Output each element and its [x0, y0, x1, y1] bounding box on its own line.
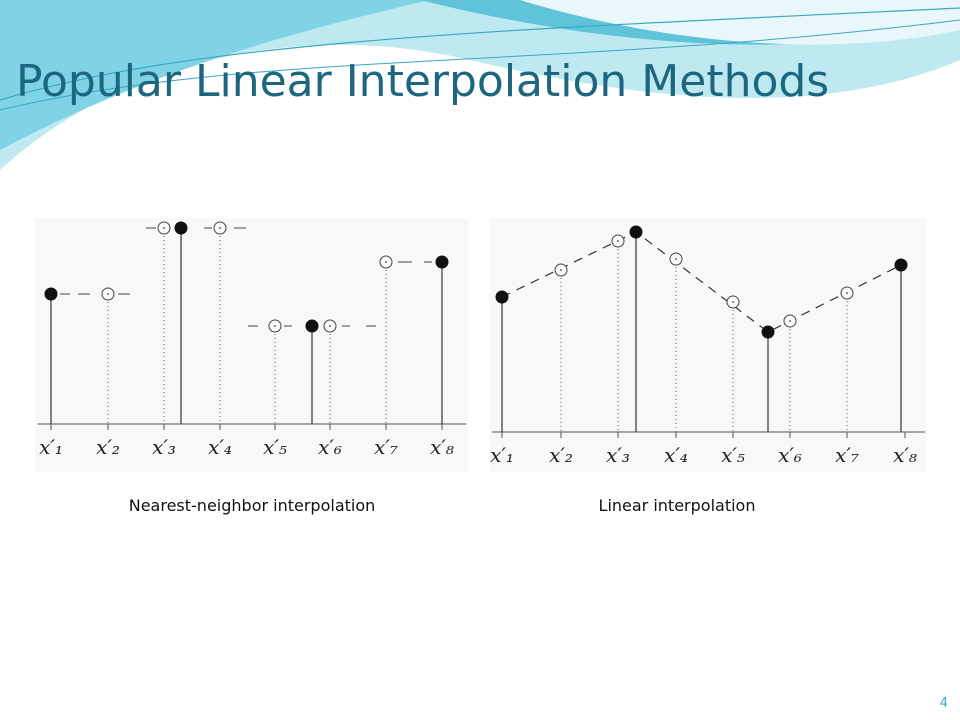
sample-point: [629, 225, 643, 239]
axis-label: x′₅: [721, 443, 745, 467]
slide-title: Popular Linear Interpolation Methods: [16, 56, 829, 107]
interp-dot: [732, 301, 734, 303]
header-decoration: [0, 0, 960, 170]
interp-dot: [163, 227, 165, 229]
nearest-neighbor-figure: x′₁ x′₂ x′₃ x′₄ x′₅ x′₆ x′₇ x′₈: [38, 221, 466, 459]
axis-label: x′₄: [664, 443, 688, 467]
axis-label: x′₇: [835, 443, 859, 467]
figure-caption: Linear interpolation: [599, 496, 756, 515]
sample-point: [305, 319, 319, 333]
interp-dot: [274, 325, 276, 327]
axis-label: x′₃: [152, 435, 176, 459]
axis-label: x′₂: [549, 443, 573, 467]
interp-dot: [675, 258, 677, 260]
interp-dot: [329, 325, 331, 327]
figure-caption: Nearest-neighbor interpolation: [129, 496, 376, 515]
axis-label: x′₅: [263, 435, 287, 459]
axis-label: x′₆: [778, 443, 802, 467]
sample-point: [174, 221, 188, 235]
interp-dot: [789, 320, 791, 322]
interp-dot: [846, 292, 848, 294]
figure-panel: [490, 218, 927, 472]
interp-dot: [560, 269, 562, 271]
sample-point: [495, 290, 509, 304]
axis-label: x′₁: [490, 443, 514, 467]
axis-label: x′₃: [606, 443, 630, 467]
interp-dot: [219, 227, 221, 229]
sample-point: [435, 255, 449, 269]
axis-label: x′₆: [318, 435, 342, 459]
interp-dot: [617, 240, 619, 242]
figure-panel: [35, 218, 468, 472]
page-number: 4: [940, 696, 948, 711]
interp-line: [501, 231, 902, 333]
axis-label: x′₂: [96, 435, 120, 459]
axis-label: x′₁: [39, 435, 63, 459]
axis-label: x′₈: [430, 435, 454, 459]
sample-point: [44, 287, 58, 301]
axis-label: x′₄: [208, 435, 232, 459]
axis-label: x′₇: [374, 435, 398, 459]
sample-point: [894, 258, 908, 272]
linear-figure: x′₁ x′₂ x′₃ x′₄ x′₅ x′₆ x′₇ x′₈: [490, 225, 925, 467]
axis-label: x′₈: [893, 443, 917, 467]
interp-dot: [107, 293, 109, 295]
interp-dot: [385, 261, 387, 263]
sample-point: [761, 325, 775, 339]
